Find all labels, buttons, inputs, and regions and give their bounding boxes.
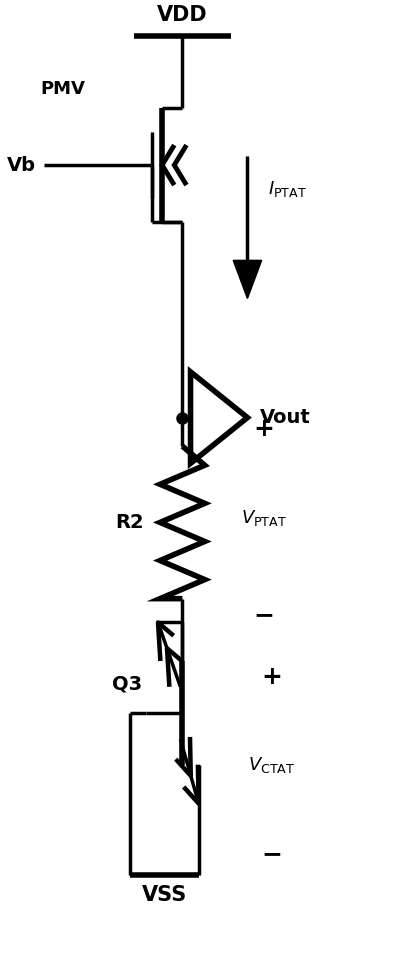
Text: PMV: PMV (40, 80, 85, 98)
Polygon shape (190, 372, 247, 464)
Text: VDD: VDD (157, 5, 207, 25)
Text: $\mathit{V}_{\mathrm{PTAT}}$: $\mathit{V}_{\mathrm{PTAT}}$ (240, 508, 286, 528)
Polygon shape (233, 260, 261, 298)
Text: $\mathit{V}_{\mathrm{CTAT}}$: $\mathit{V}_{\mathrm{CTAT}}$ (247, 755, 295, 775)
Text: R2: R2 (115, 513, 144, 532)
Text: −: − (261, 841, 282, 865)
Text: +: + (261, 665, 281, 689)
Text: Q3: Q3 (111, 675, 142, 694)
Text: −: − (253, 603, 274, 627)
Text: Vb: Vb (7, 156, 36, 175)
Text: Vout: Vout (259, 408, 310, 427)
Text: $\mathit{I}_{\mathrm{PTAT}}$: $\mathit{I}_{\mathrm{PTAT}}$ (267, 179, 306, 199)
Text: VSS: VSS (141, 884, 186, 904)
Text: +: + (253, 418, 274, 442)
